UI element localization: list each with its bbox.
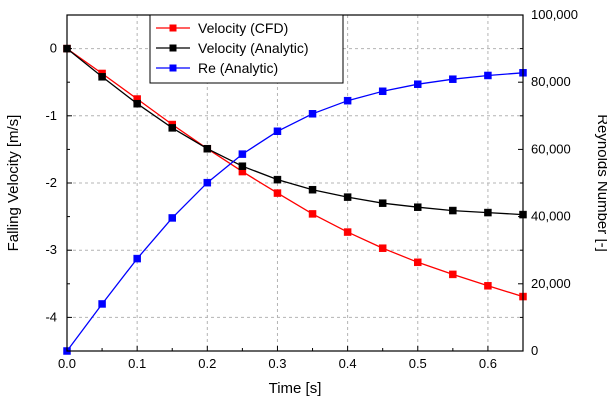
data-point xyxy=(273,127,282,136)
plot-series xyxy=(63,44,527,355)
data-point xyxy=(414,258,422,267)
y-tick-label: -3 xyxy=(45,242,57,257)
data-point xyxy=(308,210,317,218)
data-point xyxy=(378,87,387,96)
data-point xyxy=(308,185,317,194)
series-line xyxy=(66,48,524,298)
legend-label: Re (Analytic) xyxy=(198,60,278,76)
data-point xyxy=(414,203,422,211)
data-point xyxy=(273,175,282,184)
y2-tick-label: 80,000 xyxy=(531,74,571,89)
data-point xyxy=(449,270,457,279)
data-point xyxy=(238,162,247,170)
data-point xyxy=(343,193,352,201)
data-point xyxy=(378,244,387,252)
data-point xyxy=(98,300,106,308)
x-axis-title: Time [s] xyxy=(269,380,322,397)
data-point xyxy=(238,150,247,158)
data-point xyxy=(133,254,141,263)
y2-tick-label: 0 xyxy=(531,343,538,358)
y-axis-title: Falling Velocity [m/s] xyxy=(5,115,22,252)
data-point xyxy=(203,144,212,153)
y2-tick-label: 100,000 xyxy=(531,7,578,22)
y2-tick-label: 60,000 xyxy=(531,141,571,156)
legend-label: Velocity (Analytic) xyxy=(198,40,308,56)
legend-swatch-marker xyxy=(169,64,177,72)
x-tick-label: 0.3 xyxy=(268,356,286,371)
legend: Velocity (CFD) Velocity (Analytic) Re (Ana… xyxy=(149,14,344,84)
series-line xyxy=(66,72,524,352)
data-point xyxy=(378,199,387,207)
y2-tick-label: 40,000 xyxy=(531,209,571,224)
y-tick-label: 0 xyxy=(50,41,57,56)
data-point xyxy=(343,96,352,105)
x-tick-label: 0.2 xyxy=(198,356,216,371)
legend-swatch-marker xyxy=(169,24,177,32)
legend-box xyxy=(149,14,344,84)
data-point xyxy=(168,214,176,222)
legend-label: Velocity (CFD) xyxy=(198,20,288,36)
data-point xyxy=(98,73,106,81)
y2-tick-label: 20,000 xyxy=(531,276,571,291)
x-tick-label: 0.0 xyxy=(58,356,76,371)
data-point xyxy=(273,189,282,197)
data-point xyxy=(484,282,492,290)
data-point xyxy=(484,71,492,80)
x-tick-label: 0.5 xyxy=(409,356,427,371)
y-tick-label: -4 xyxy=(45,309,57,324)
data-point xyxy=(414,80,422,88)
x-tick-label: 0.4 xyxy=(339,356,357,371)
data-point xyxy=(449,206,457,215)
data-point xyxy=(133,99,141,108)
axes: 0.0 0.1 0.2 0.3 0.4 0.5 0.6 0 -1 -2 -3 -4 0 20,000 40,… xyxy=(45,7,578,371)
y-tick-label: -2 xyxy=(45,175,57,190)
data-point xyxy=(484,208,492,217)
y-tick-label: -1 xyxy=(45,108,57,123)
y2-axis-title: Reynolds Number [-] xyxy=(594,114,607,252)
legend-swatch-marker xyxy=(169,44,177,52)
data-point xyxy=(449,75,457,83)
x-tick-label: 0.1 xyxy=(128,356,146,371)
data-point xyxy=(343,228,352,236)
data-point xyxy=(308,110,317,118)
data-point xyxy=(168,124,176,132)
data-point xyxy=(203,178,212,187)
x-tick-label: 0.6 xyxy=(479,356,497,371)
series-line xyxy=(66,48,524,216)
